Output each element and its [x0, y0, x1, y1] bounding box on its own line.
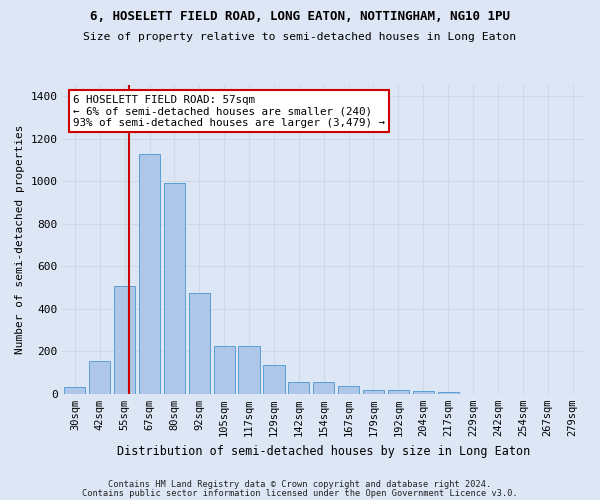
- Bar: [114, 286, 135, 394]
- Bar: [437, 392, 459, 394]
- X-axis label: Distribution of semi-detached houses by size in Long Eaton: Distribution of semi-detached houses by …: [117, 444, 530, 458]
- Text: Contains public sector information licensed under the Open Government Licence v3: Contains public sector information licen…: [82, 488, 518, 498]
- Bar: [238, 346, 260, 394]
- Bar: [288, 382, 310, 394]
- Bar: [413, 392, 434, 394]
- Bar: [89, 361, 110, 394]
- Bar: [263, 365, 284, 394]
- Bar: [363, 390, 384, 394]
- Text: Size of property relative to semi-detached houses in Long Eaton: Size of property relative to semi-detach…: [83, 32, 517, 42]
- Text: 6 HOSELETT FIELD ROAD: 57sqm
← 6% of semi-detached houses are smaller (240)
93% : 6 HOSELETT FIELD ROAD: 57sqm ← 6% of sem…: [73, 94, 385, 128]
- Bar: [388, 390, 409, 394]
- Bar: [164, 184, 185, 394]
- Bar: [64, 388, 85, 394]
- Bar: [139, 154, 160, 394]
- Text: Contains HM Land Registry data © Crown copyright and database right 2024.: Contains HM Land Registry data © Crown c…: [109, 480, 491, 489]
- Y-axis label: Number of semi-detached properties: Number of semi-detached properties: [15, 125, 25, 354]
- Bar: [189, 293, 210, 394]
- Text: 6, HOSELETT FIELD ROAD, LONG EATON, NOTTINGHAM, NG10 1PU: 6, HOSELETT FIELD ROAD, LONG EATON, NOTT…: [90, 10, 510, 23]
- Bar: [338, 386, 359, 394]
- Bar: [313, 382, 334, 394]
- Bar: [214, 346, 235, 394]
